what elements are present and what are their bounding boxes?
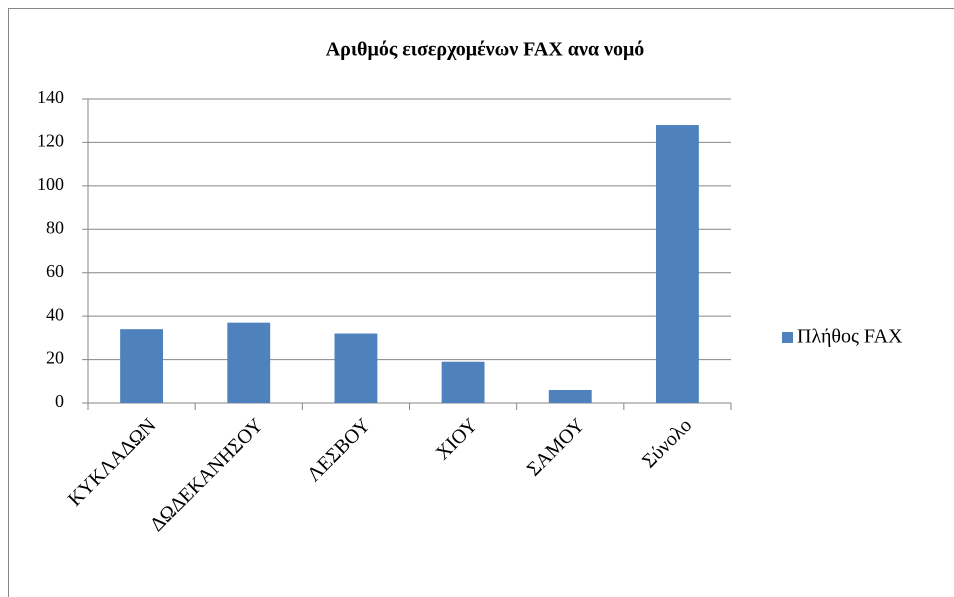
y-tick-label: 0 bbox=[55, 391, 64, 411]
y-tick-label: 120 bbox=[37, 131, 64, 151]
bar bbox=[120, 329, 164, 403]
x-tick-label: ΔΩΔΕΚΑΝΗΣΟΥ bbox=[146, 414, 268, 536]
bar bbox=[227, 322, 271, 403]
legend-label: Πλήθος FAX bbox=[797, 326, 903, 348]
x-tick-label: ΣΑΜΟΥ bbox=[523, 414, 589, 480]
chart-border bbox=[8, 8, 954, 597]
bar bbox=[655, 125, 699, 404]
y-tick-label: 80 bbox=[46, 217, 64, 237]
bar bbox=[441, 361, 485, 403]
bar bbox=[334, 333, 378, 403]
y-tick-label: 40 bbox=[46, 304, 64, 324]
x-tick-label: Σύνολο bbox=[638, 414, 696, 472]
x-tick-label: ΛΕΣΒΟΥ bbox=[303, 414, 375, 486]
x-tick-label: ΚΥΚΛΑΔΩΝ bbox=[64, 414, 160, 510]
chart-title: Αριθμός εισερχομένων FAX ανα νομό bbox=[326, 39, 645, 61]
y-tick-label: 140 bbox=[37, 87, 64, 107]
y-tick-label: 60 bbox=[46, 261, 64, 281]
bar bbox=[548, 389, 592, 403]
y-tick-label: 100 bbox=[37, 174, 64, 194]
x-tick-label: ΧΙΟΥ bbox=[432, 414, 482, 464]
legend-swatch bbox=[782, 332, 793, 343]
y-tick-label: 20 bbox=[46, 348, 64, 368]
